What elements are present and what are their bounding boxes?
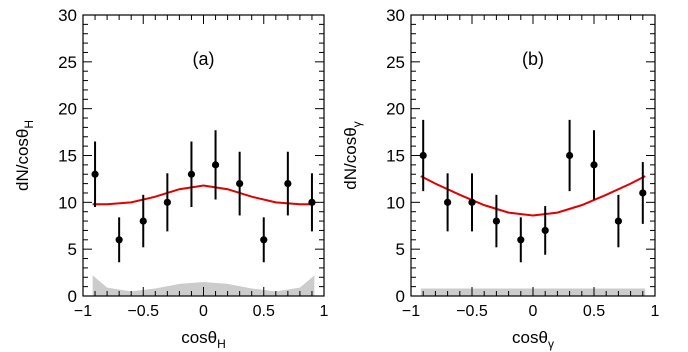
data-point xyxy=(468,198,476,206)
data-point xyxy=(211,161,220,169)
x-tick-label: −1 xyxy=(74,303,92,320)
y-tick-label: 0 xyxy=(396,287,405,306)
systematic-band xyxy=(92,275,315,296)
y-tick-label: 30 xyxy=(58,6,77,25)
x-tick-label: −1 xyxy=(402,303,420,320)
fit-curve xyxy=(420,175,646,217)
x-tick-label: 0.5 xyxy=(583,303,605,320)
y-tick-label: 20 xyxy=(386,100,405,119)
y-tick-label: 30 xyxy=(386,6,405,25)
data-point xyxy=(541,226,549,235)
x-tick-label: 1 xyxy=(320,303,329,320)
panel-label: (b) xyxy=(522,49,544,69)
x-axis-title: cosθγ xyxy=(512,328,554,351)
y-tick-label: 0 xyxy=(68,287,77,306)
y-axis-title: dN/cosθH xyxy=(13,120,36,191)
y-tick-label: 10 xyxy=(386,193,405,212)
data-point xyxy=(566,151,574,160)
data-point xyxy=(187,170,196,178)
data-point xyxy=(419,151,427,160)
y-tick-label: 5 xyxy=(396,240,405,259)
y-axis-title: dN/cosθγ xyxy=(341,121,364,189)
data-point xyxy=(308,198,316,206)
data-point xyxy=(163,198,171,206)
x-tick-label: −0.5 xyxy=(127,303,159,320)
panel-label: (a) xyxy=(193,49,215,69)
data-point xyxy=(517,236,525,244)
data-point xyxy=(639,189,647,197)
data-point xyxy=(590,161,598,169)
y-tick-label: 15 xyxy=(386,147,405,166)
y-tick-label: 10 xyxy=(58,193,77,212)
data-point xyxy=(614,217,623,225)
data-point xyxy=(91,170,99,178)
y-tick-label: 5 xyxy=(68,240,77,259)
x-axis-title: cosθH xyxy=(181,328,226,351)
x-tick-label: 0 xyxy=(529,303,538,320)
x-tick-label: 0 xyxy=(199,303,208,320)
y-tick-label: 25 xyxy=(58,53,77,72)
data-point xyxy=(492,217,500,225)
data-point xyxy=(115,236,123,244)
y-tick-label: 15 xyxy=(58,147,77,166)
x-tick-label: 0.5 xyxy=(253,303,275,320)
x-tick-label: 1 xyxy=(651,303,660,320)
fit-curve xyxy=(92,184,315,206)
y-tick-label: 20 xyxy=(58,100,77,119)
data-point xyxy=(284,180,292,188)
y-tick-label: 25 xyxy=(386,53,405,72)
data-point xyxy=(260,236,268,244)
data-point xyxy=(236,180,244,188)
x-tick-label: −0.5 xyxy=(456,303,488,320)
data-point xyxy=(139,217,147,225)
data-point xyxy=(444,198,452,206)
